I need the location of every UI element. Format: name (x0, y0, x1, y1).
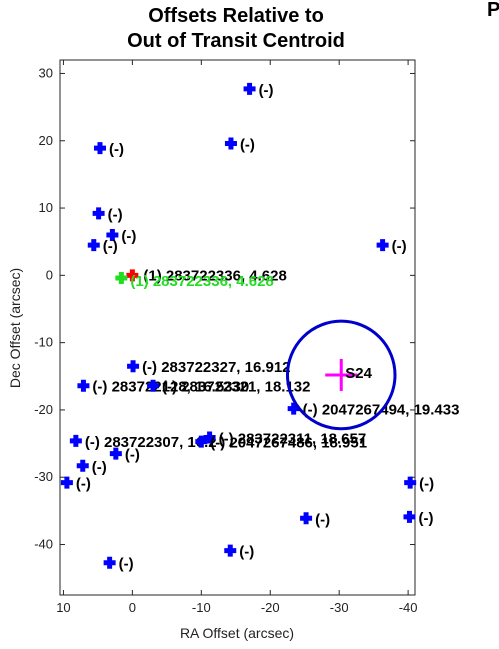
x-tick-label: -20 (261, 600, 280, 615)
y-tick-label: -40 (34, 537, 53, 552)
star-marker (76, 459, 89, 472)
star-marker (93, 142, 106, 155)
star-label: (-) (121, 228, 136, 245)
star-marker (404, 476, 417, 489)
star-label: (-) (92, 459, 107, 476)
chart-marks: (-)(-) (-)(-)(-)(-) (-)(-) 283722327, 16.9… (60, 82, 459, 573)
star-label: (-) (125, 447, 140, 464)
star-label: (-) (103, 238, 118, 255)
x-tick-label: -40 (399, 600, 418, 615)
star-marker (300, 512, 313, 525)
target-green-label: (1) 283722336, 4.628 (130, 273, 273, 290)
y-tick-label: -30 (34, 469, 53, 484)
star-label: (-) 283722311, 18.657 (219, 431, 367, 448)
star-marker (109, 447, 122, 460)
y-axis-label: Dec Offset (arcsec) (7, 268, 23, 388)
star-label: (-) (418, 510, 433, 527)
star-marker (224, 544, 237, 557)
y-tick-label: -20 (34, 402, 53, 417)
star-label: (-) (239, 544, 254, 561)
star-label: (-) (259, 82, 274, 99)
star-marker (203, 431, 216, 444)
star-marker (224, 137, 237, 150)
x-tick-label: -30 (330, 600, 349, 615)
y-tick-label: 10 (39, 200, 53, 215)
corner-text: P (487, 0, 499, 21)
star-marker (77, 379, 90, 392)
star-marker (376, 239, 389, 252)
x-tick-label: 0 (129, 600, 136, 615)
target-star-label: (1) 283722336, 4.628 (143, 267, 286, 284)
y-tick-label: -10 (34, 335, 53, 350)
axis-ticks: 10 0 -10 -20 -30 -40 30 20 10 0 -10 -20 -30 -40 (34, 60, 418, 615)
star-label: (-) (108, 206, 123, 223)
star-label: (-) 283722128, 16.5330 (92, 379, 249, 396)
x-tick-label: -10 (192, 600, 211, 615)
star-label: (-) 283722327, 16.912 (142, 359, 290, 376)
star-marker (127, 360, 140, 373)
star-label: (-) 283722307, 16.2 (85, 434, 217, 451)
star-label: (-) (109, 141, 124, 158)
plot-area (59, 59, 416, 596)
star-marker (103, 556, 116, 569)
star-label: (-) (119, 556, 134, 573)
target-star-marker (126, 269, 139, 282)
star-marker (403, 510, 416, 523)
star-marker (287, 402, 300, 415)
y-tick-label: 20 (39, 133, 53, 148)
star-marker (243, 82, 256, 95)
star-label: (-) 283722321, 18.132 (162, 379, 310, 396)
star-label: (-) (240, 136, 255, 153)
y-tick-label: 0 (46, 267, 53, 282)
star-marker (87, 239, 100, 252)
x-axis-label: RA Offset (arcsec) (180, 625, 294, 641)
star-label: (-) (76, 476, 91, 493)
uncertainty-circle (285, 319, 397, 431)
x-tick-label: 10 (56, 600, 70, 615)
star-marker (195, 435, 208, 448)
star-label: (-) 2047267486, 18.951 (210, 435, 367, 452)
star-marker (106, 228, 119, 241)
chart-title-line-2: Out of Transit Centroid (127, 30, 345, 52)
star-label: (-) (419, 476, 434, 493)
centroid-label: S24 (345, 365, 372, 382)
target-green-marker (115, 272, 128, 285)
star-marker (60, 476, 73, 489)
star-marker (69, 434, 82, 447)
star-marker (147, 379, 160, 392)
star-label: (-) (392, 238, 407, 255)
star-marker (92, 207, 105, 220)
star-label: (-) (315, 511, 330, 528)
chart-title-line-1: Offsets Relative to (148, 5, 324, 27)
y-tick-label: 30 (39, 65, 53, 80)
